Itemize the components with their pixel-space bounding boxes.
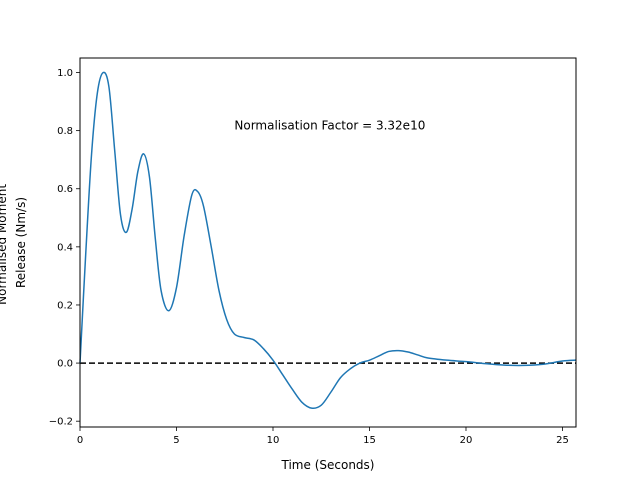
y-axis-label-line-2: Release (Nm/s) xyxy=(14,197,28,288)
y-axis-label: Normalised Moment Release (Nm/s) xyxy=(0,180,28,305)
plot-area xyxy=(79,71,577,409)
y-tick-label: 0.2 xyxy=(57,300,73,311)
y-tick-label: 0.8 xyxy=(57,126,73,137)
y-tick-label: −0.2 xyxy=(49,417,73,428)
x-tick-label: 10 xyxy=(267,435,280,446)
normalisation-annotation: Normalisation Factor = 3.32e10 xyxy=(234,119,425,133)
x-tick-label: 20 xyxy=(460,435,473,446)
x-axis-label: Time (Seconds) xyxy=(281,458,375,472)
x-tick-label: 0 xyxy=(77,435,83,446)
y-tick-label: 1.0 xyxy=(57,68,73,79)
y-tick-label: 0.6 xyxy=(57,184,73,195)
axes-frame xyxy=(79,57,577,428)
y-axis-label-line-1: Normalised Moment xyxy=(0,184,9,305)
y-tick-label: 0.0 xyxy=(57,359,73,370)
series-line-0 xyxy=(79,71,577,409)
x-tick-label: 5 xyxy=(173,435,179,446)
x-tick-label: 15 xyxy=(363,435,376,446)
x-tick-label: 25 xyxy=(556,435,569,446)
x-axis: 0 5 10 15 20 25 xyxy=(77,427,569,446)
y-tick-label: 0.4 xyxy=(57,242,73,253)
y-axis: −0.2 0.0 0.2 0.4 0.6 0.8 1.0 xyxy=(49,68,80,428)
